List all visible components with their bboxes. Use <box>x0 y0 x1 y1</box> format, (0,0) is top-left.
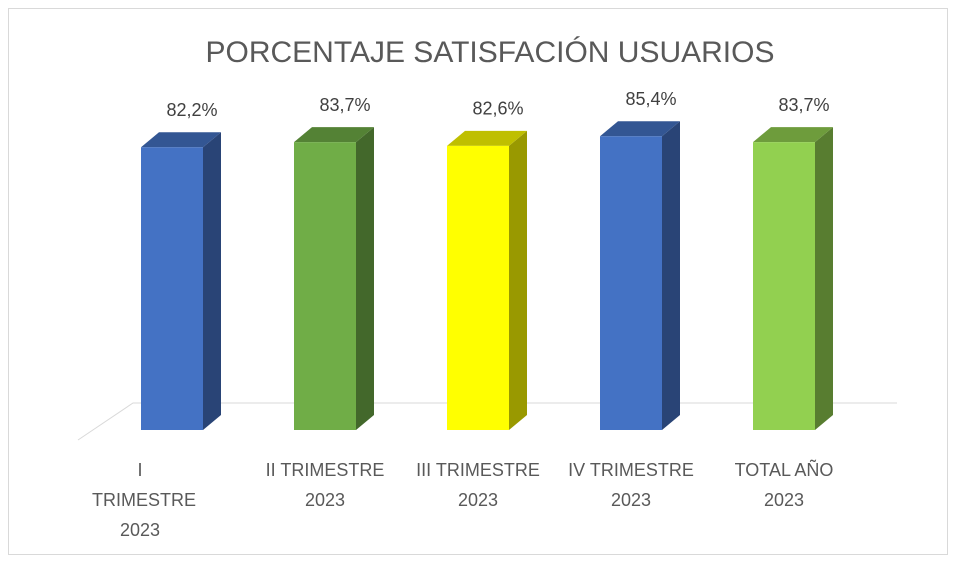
x-tick-label: I TRIMESTRE 2023 <box>92 460 197 540</box>
x-tick-label: IV TRIMESTRE 2023 <box>568 460 694 510</box>
bar-top <box>141 132 221 148</box>
bar-top <box>753 127 833 143</box>
bar-front <box>141 147 203 430</box>
bar-top <box>600 121 680 137</box>
bar-side <box>509 130 527 430</box>
chart-title: PORCENTAJE SATISFACIÓN USUARIOS <box>206 36 775 69</box>
data-label: 82,6% <box>472 99 523 119</box>
x-tick-label: TOTAL AÑO 2023 <box>734 460 834 510</box>
x-tick-label: III TRIMESTRE 2023 <box>416 460 540 510</box>
data-label: 83,7% <box>778 95 829 115</box>
bar-front <box>294 142 356 430</box>
bar-side <box>203 132 221 430</box>
bar <box>294 127 374 431</box>
bar-front <box>753 142 815 430</box>
bar-side <box>356 127 374 431</box>
bar-top <box>294 127 374 143</box>
bar <box>600 121 680 430</box>
bar <box>753 127 833 431</box>
bar-top <box>447 130 527 146</box>
bar-front <box>447 145 509 430</box>
data-label: 83,7% <box>319 95 370 115</box>
bar <box>447 130 527 430</box>
data-label: 82,2% <box>166 100 217 120</box>
bar <box>141 132 221 430</box>
bar-front <box>600 136 662 430</box>
bar-side <box>662 121 680 430</box>
bar-side <box>815 127 833 431</box>
data-label: 85,4% <box>625 89 676 109</box>
x-tick-label: II TRIMESTRE 2023 <box>265 460 385 510</box>
